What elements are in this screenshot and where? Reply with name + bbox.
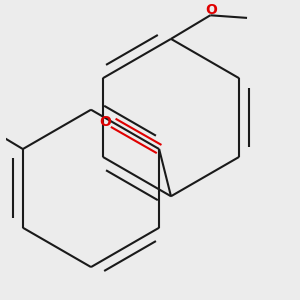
- Text: O: O: [205, 3, 217, 17]
- Text: O: O: [99, 115, 111, 129]
